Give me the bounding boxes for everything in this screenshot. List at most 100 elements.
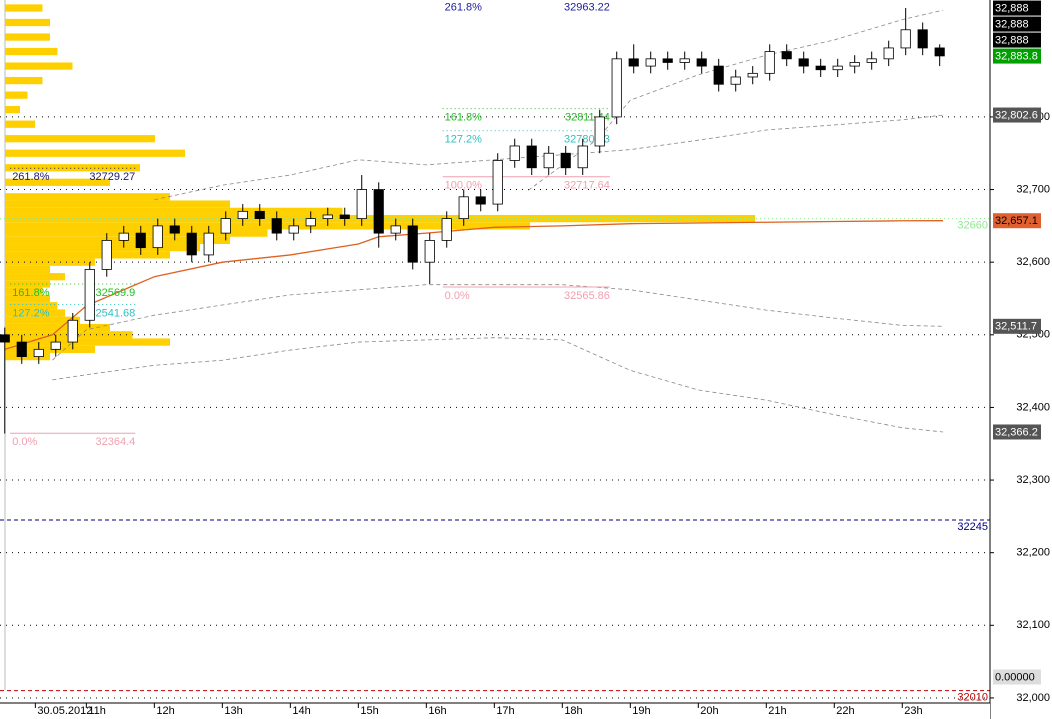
level-label: 32245	[957, 521, 988, 533]
fib-price: 32541.68	[89, 307, 135, 319]
profile-bar	[5, 91, 28, 99]
candle-body	[713, 65, 724, 85]
profile-bar	[5, 316, 80, 324]
price-tag-label: 32,888	[995, 34, 1029, 46]
candle-body	[679, 58, 690, 63]
fib-price: 32963.22	[564, 1, 610, 13]
profile-bar	[5, 178, 110, 186]
vwap-line	[4, 220, 944, 350]
candle-body	[577, 145, 588, 169]
fib-price: 32717.64	[564, 180, 610, 192]
candle-body	[883, 47, 894, 60]
band-line	[154, 114, 944, 201]
fib-label: 261.8%	[445, 1, 483, 13]
candle-body	[118, 232, 129, 241]
candle-body	[849, 62, 860, 67]
fib-price: 32565.86	[564, 290, 610, 302]
x-tick-label: 15h	[360, 705, 378, 717]
candle-body	[373, 189, 384, 234]
profile-bar	[5, 287, 43, 295]
candle-body	[815, 65, 826, 71]
candle-body	[543, 152, 554, 169]
candle-body	[33, 348, 44, 357]
profile-bar	[5, 33, 50, 41]
profile-bar	[5, 236, 230, 245]
profile-bar	[5, 251, 170, 259]
profile-bar	[5, 18, 50, 27]
candle-body	[900, 29, 911, 49]
candle-body	[0, 334, 10, 343]
candle-body	[84, 269, 95, 321]
candle-body	[866, 58, 877, 63]
y-tick-label: 32,300	[1016, 474, 1050, 486]
price-tag	[993, 107, 1041, 123]
candle-body	[424, 239, 435, 263]
price-tag	[993, 318, 1041, 334]
candle-body	[237, 210, 248, 220]
x-tick-label: 13h	[224, 705, 242, 717]
candle-body	[509, 145, 520, 161]
x-tick-label: 17h	[496, 705, 514, 717]
y-tick-label: 32,700	[1016, 183, 1050, 195]
candle-body	[458, 196, 469, 220]
level-label: 32010	[957, 692, 988, 704]
profile-bar	[5, 323, 110, 332]
fib-label: 161.8%	[12, 287, 50, 299]
candle-body	[101, 239, 112, 270]
candle-body	[764, 51, 775, 74]
candle-body	[390, 225, 401, 234]
candle-body	[356, 189, 367, 220]
x-tick-label: 19h	[632, 705, 650, 717]
y-tick-label: 32,100	[1016, 619, 1050, 631]
candle-body	[322, 214, 333, 220]
fib-label: 127.2%	[12, 307, 50, 319]
candle-body	[135, 232, 146, 249]
x-tick-label: 23h	[904, 705, 922, 717]
price-tag	[993, 48, 1041, 64]
y-tick-label: 32,200	[1016, 547, 1050, 559]
candle-body	[305, 218, 316, 227]
candle-body	[526, 145, 537, 169]
fib-label: 161.8%	[445, 112, 483, 124]
candle-body	[271, 218, 282, 234]
x-tick-label: 11h	[88, 705, 106, 717]
fib-label: 127.2%	[445, 134, 483, 146]
fib-label: 100.0%	[445, 180, 483, 192]
profile-bar	[5, 193, 170, 201]
candle-body	[169, 225, 180, 234]
profile-bar	[5, 76, 43, 85]
profile-bar	[5, 280, 50, 288]
profile-bar	[5, 47, 58, 56]
price-tag	[993, 0, 1041, 16]
profile-bar	[5, 309, 65, 317]
price-tag-label: 0.00000	[995, 671, 1035, 683]
candle-body	[798, 58, 809, 67]
candle-body	[628, 58, 639, 67]
profile-bar	[5, 258, 95, 266]
price-tag-label: 32,888	[995, 2, 1029, 14]
price-tag	[993, 16, 1041, 32]
level-label: 32660	[957, 220, 988, 232]
profile-bar	[5, 345, 95, 353]
price-tag-label: 32,366.2	[995, 426, 1038, 438]
candle-body	[50, 341, 61, 350]
candle-body	[730, 76, 741, 85]
fib-price: 32364.4	[96, 436, 136, 448]
fib-label: 0.0%	[445, 290, 470, 302]
candle-body	[747, 72, 758, 78]
x-tick-label: 18h	[564, 705, 582, 717]
profile-bar	[5, 149, 185, 157]
x-tick-label: 14h	[292, 705, 310, 717]
y-tick-label: 32,000	[1016, 692, 1050, 704]
candle-body	[560, 152, 571, 169]
candle-body	[339, 214, 350, 220]
y-tick-label: 32,600	[1016, 256, 1050, 268]
fib-label: 261.8%	[12, 171, 50, 183]
x-tick-label: 21h	[768, 705, 786, 717]
candle-body	[934, 47, 945, 57]
price-tag-label: 32,511.7	[995, 321, 1037, 333]
price-tag	[993, 32, 1041, 48]
candle-body	[441, 218, 452, 241]
profile-bar	[5, 273, 65, 281]
profile-bar	[5, 4, 43, 12]
